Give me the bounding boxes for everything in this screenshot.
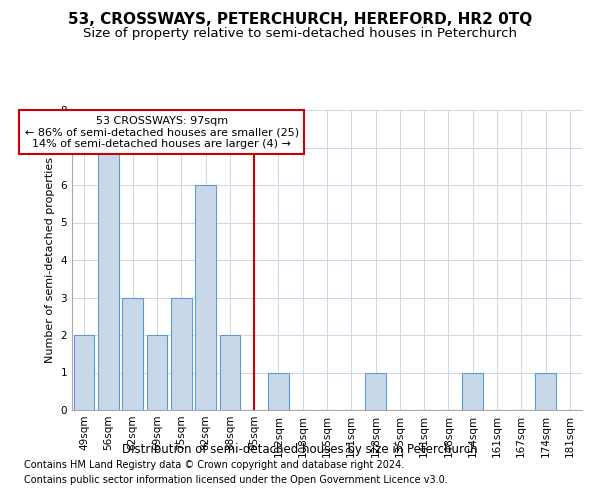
Bar (122, 298, 143, 410)
Bar (268, 372, 289, 410)
Y-axis label: Number of semi-detached properties: Number of semi-detached properties (45, 157, 55, 363)
Bar (365, 372, 386, 410)
Bar (535, 372, 556, 410)
Bar (146, 335, 167, 410)
Bar (220, 335, 240, 410)
Text: Contains public sector information licensed under the Open Government Licence v3: Contains public sector information licen… (24, 475, 448, 485)
Bar (74, 335, 94, 410)
Bar (171, 298, 191, 410)
Text: Contains HM Land Registry data © Crown copyright and database right 2024.: Contains HM Land Registry data © Crown c… (24, 460, 404, 470)
Bar (195, 185, 216, 410)
Text: 53, CROSSWAYS, PETERCHURCH, HEREFORD, HR2 0TQ: 53, CROSSWAYS, PETERCHURCH, HEREFORD, HR… (68, 12, 532, 28)
Text: 53 CROSSWAYS: 97sqm
← 86% of semi-detached houses are smaller (25)
14% of semi-d: 53 CROSSWAYS: 97sqm ← 86% of semi-detach… (25, 116, 299, 149)
Text: Size of property relative to semi-detached houses in Peterchurch: Size of property relative to semi-detach… (83, 28, 517, 40)
Text: Distribution of semi-detached houses by size in Peterchurch: Distribution of semi-detached houses by … (122, 442, 478, 456)
Bar (463, 372, 483, 410)
Bar (98, 148, 119, 410)
